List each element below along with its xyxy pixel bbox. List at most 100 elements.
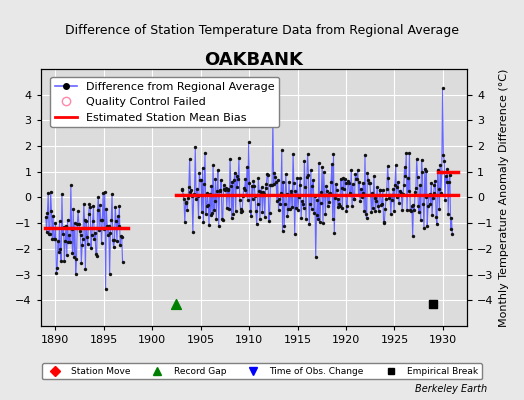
Text: Difference of Station Temperature Data from Regional Average: Difference of Station Temperature Data f…: [65, 24, 459, 37]
Point: [430, 182, 439, 188]
Point: [391, 182, 399, 188]
Point: [361, 151, 369, 158]
Point: [47, 188, 55, 195]
Point: [114, 213, 122, 220]
Point: [96, 202, 104, 208]
Point: [269, 181, 278, 187]
Point: [57, 258, 66, 264]
Point: [276, 201, 285, 208]
Point: [434, 185, 443, 192]
Point: [424, 203, 432, 210]
Point: [266, 182, 275, 188]
Point: [304, 172, 313, 178]
Point: [287, 188, 295, 194]
Point: [268, 182, 276, 188]
Point: [303, 151, 312, 157]
Point: [54, 248, 63, 255]
Point: [435, 206, 443, 212]
Point: [70, 253, 78, 260]
Point: [388, 197, 397, 204]
Point: [102, 206, 111, 212]
Point: [250, 182, 258, 189]
Text: Berkeley Earth: Berkeley Earth: [415, 384, 487, 394]
Point: [45, 230, 53, 237]
Point: [93, 206, 102, 213]
Point: [193, 192, 202, 199]
Point: [324, 190, 333, 197]
Point: [43, 210, 51, 216]
Point: [202, 203, 211, 209]
Point: [445, 171, 454, 178]
Point: [52, 269, 60, 276]
Point: [348, 181, 357, 188]
Legend: Difference from Regional Average, Quality Control Failed, Estimated Station Mean: Difference from Regional Average, Qualit…: [50, 77, 279, 127]
Point: [443, 165, 452, 172]
Point: [417, 217, 425, 224]
Point: [375, 187, 384, 194]
Point: [429, 194, 437, 201]
Point: [71, 270, 80, 277]
Point: [219, 217, 227, 224]
Point: [62, 222, 70, 229]
Point: [56, 246, 64, 252]
Point: [180, 196, 188, 203]
Point: [260, 214, 269, 220]
Point: [338, 205, 346, 212]
Point: [324, 203, 332, 210]
Point: [192, 196, 200, 202]
Point: [216, 187, 224, 193]
Point: [108, 237, 117, 244]
Point: [248, 182, 256, 189]
Point: [398, 207, 406, 213]
Point: [199, 219, 208, 225]
Point: [61, 238, 69, 244]
Point: [241, 186, 249, 193]
Point: [399, 191, 407, 198]
Point: [427, 180, 435, 186]
Point: [205, 190, 214, 197]
Point: [320, 169, 328, 176]
Point: [421, 166, 429, 172]
Point: [193, 186, 201, 192]
Point: [346, 190, 355, 196]
Point: [322, 183, 331, 189]
Point: [355, 178, 364, 185]
Point: [446, 226, 455, 232]
Point: [305, 221, 313, 227]
Point: [89, 202, 97, 209]
Point: [202, 211, 210, 217]
Point: [353, 176, 361, 182]
Point: [392, 194, 401, 200]
Point: [448, 231, 456, 238]
Point: [234, 176, 242, 182]
Point: [342, 208, 351, 214]
Point: [230, 176, 238, 183]
Point: [48, 236, 57, 242]
Point: [271, 173, 279, 180]
Point: [333, 204, 342, 210]
Point: [84, 241, 92, 247]
Point: [71, 220, 79, 227]
Point: [291, 188, 300, 194]
Point: [298, 198, 306, 204]
Point: [227, 215, 236, 221]
Point: [329, 151, 337, 157]
Point: [87, 244, 95, 251]
Point: [105, 223, 113, 230]
Point: [282, 190, 291, 197]
Point: [63, 216, 72, 223]
Point: [65, 232, 73, 238]
Point: [445, 178, 453, 185]
Point: [297, 215, 305, 221]
Point: [363, 169, 372, 176]
Point: [302, 216, 310, 222]
Point: [117, 233, 125, 239]
Point: [378, 201, 386, 207]
Point: [372, 208, 380, 214]
Point: [263, 171, 271, 177]
Point: [290, 180, 298, 186]
Point: [376, 187, 385, 193]
Point: [77, 232, 85, 238]
Point: [284, 206, 292, 212]
Point: [387, 211, 395, 218]
